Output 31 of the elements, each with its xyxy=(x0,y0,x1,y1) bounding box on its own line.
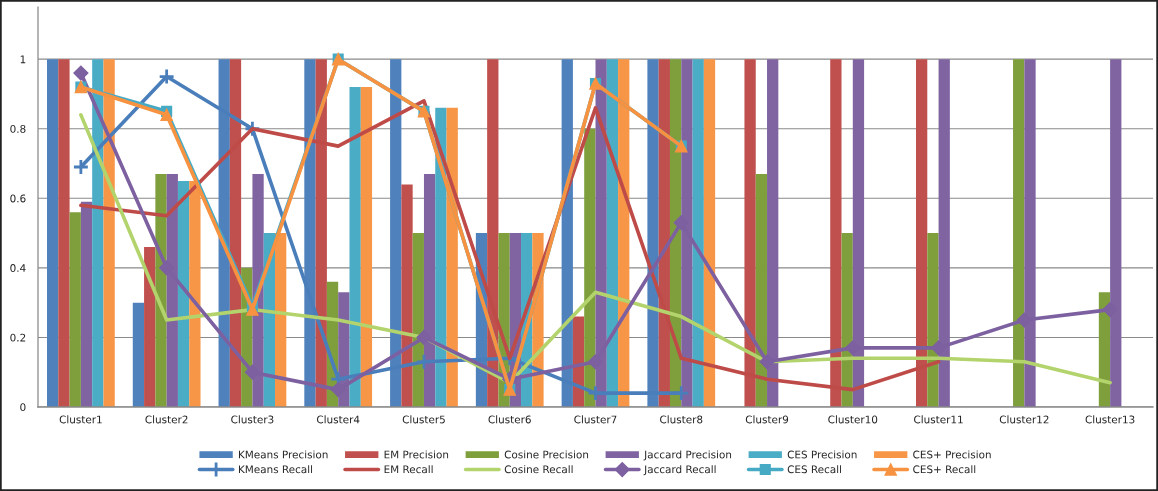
x-tick-label: Cluster2 xyxy=(145,415,188,424)
legend-label: CES Precision xyxy=(787,450,857,459)
legend-label: Jaccard Recall xyxy=(643,465,716,476)
x-tick-label: Cluster13 xyxy=(1085,415,1135,424)
y-tick-label: 0.4 xyxy=(10,264,26,272)
legend-label: Cosine Recall xyxy=(504,465,573,474)
x-tick-label: Cluster11 xyxy=(914,415,963,424)
x-tick-label: Cluster7 xyxy=(574,415,617,424)
x-tick-label: Cluster3 xyxy=(231,415,274,424)
legend-label: KMeans Precision xyxy=(238,450,328,459)
y-tick-label: 1 xyxy=(20,55,26,64)
legend-label: EM Recall xyxy=(384,465,433,474)
x-tick-label: Cluster9 xyxy=(745,415,789,424)
x-tick-label: Cluster8 xyxy=(660,415,703,424)
legend-label: CES+ Precision xyxy=(913,450,991,459)
y-tick-label: 0.8 xyxy=(10,124,26,133)
legend-label: EM Precision xyxy=(384,450,449,459)
legend-label: Cosine Precision xyxy=(504,450,589,459)
legend-label: CES+ Recall xyxy=(913,465,976,474)
x-tick-label: Cluster5 xyxy=(402,415,445,424)
x-tick-label: Cluster6 xyxy=(488,415,531,424)
y-tick-label: 0.2 xyxy=(10,333,26,342)
legend-label: Jaccard Precision xyxy=(643,450,732,461)
x-tick-label: Cluster1 xyxy=(59,415,102,424)
y-tick-label: 0.6 xyxy=(10,194,26,203)
x-tick-label: Cluster12 xyxy=(999,415,1049,424)
x-tick-label: Cluster4 xyxy=(316,415,360,424)
x-tick-label: Cluster10 xyxy=(828,415,878,424)
legend-label: CES Recall xyxy=(787,465,842,474)
y-tick-label: 0 xyxy=(20,403,26,412)
legend-label: KMeans Recall xyxy=(238,465,313,474)
